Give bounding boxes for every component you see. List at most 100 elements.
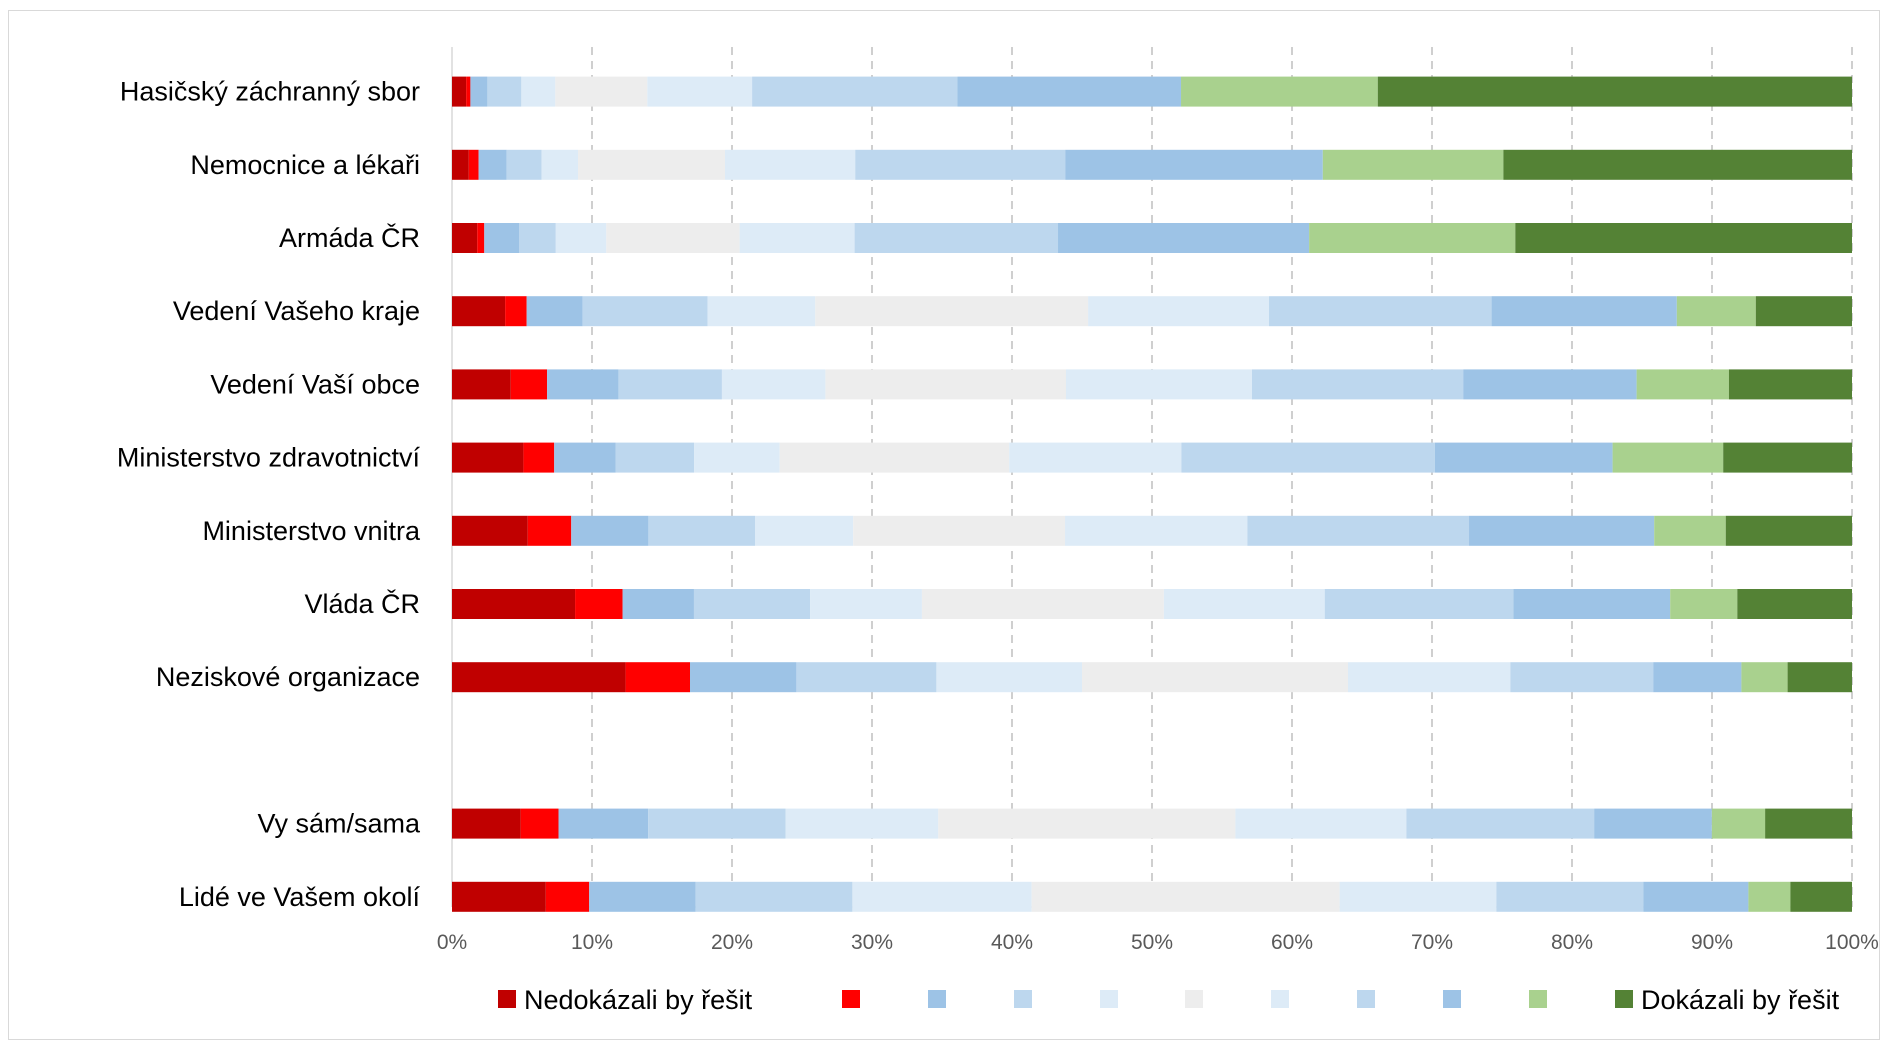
- category-label: Vláda ČR: [304, 588, 420, 619]
- bar-segment: [854, 223, 1059, 253]
- bar-segment: [1725, 515, 1852, 546]
- x-tick-label: 100%: [1825, 931, 1879, 954]
- legend-swatch: [842, 990, 860, 1008]
- bar-segment: [468, 149, 479, 180]
- bar-segment: [521, 76, 556, 107]
- bar-segment: [815, 296, 1089, 327]
- bar-segment: [452, 515, 528, 546]
- category-label: Lidé ve Vašem okolí: [179, 882, 421, 912]
- bar-segment: [1737, 589, 1852, 619]
- bar-segment: [721, 369, 826, 400]
- bar-segment: [1741, 662, 1788, 693]
- legend-swatch: [1100, 990, 1118, 1008]
- x-tick-label: 20%: [711, 931, 753, 954]
- bar-segment: [1515, 223, 1852, 253]
- bar-segment: [452, 442, 524, 473]
- bar-segment: [1612, 442, 1724, 473]
- bar-segment: [1594, 808, 1712, 839]
- bar-segment: [523, 442, 555, 473]
- bar-segment: [752, 76, 958, 107]
- bar-segment: [452, 149, 469, 180]
- bar-segment: [855, 149, 1066, 180]
- bar-segment: [1790, 881, 1852, 912]
- category-label: Nemocnice a lékaři: [190, 150, 420, 180]
- category-label: Vedení Vašeho kraje: [173, 296, 420, 326]
- bar-segment: [1252, 369, 1464, 400]
- bar-segment: [1065, 515, 1248, 546]
- bar-segment: [1377, 76, 1852, 107]
- bar-segment: [571, 515, 649, 546]
- legend-label: Dokázali by řešit: [1641, 985, 1840, 1015]
- category-labels: Hasičský záchranný sbor Nemocnice a lékař…: [117, 77, 421, 912]
- legend: Nedokázali by řešit Dokázali by řešit: [498, 985, 1840, 1015]
- bar-segment: [615, 442, 695, 473]
- bar-segment: [1765, 808, 1852, 839]
- x-tick-label: 10%: [571, 931, 613, 954]
- bar-segment: [694, 442, 780, 473]
- bar-segment: [1463, 369, 1637, 400]
- bar-segment: [1058, 223, 1310, 253]
- bar-segment: [1643, 881, 1749, 912]
- bar-segment: [519, 223, 556, 253]
- bar-segment: [527, 515, 572, 546]
- bar-segment: [452, 369, 511, 400]
- bar-segment: [1348, 662, 1511, 693]
- bar-segment: [1065, 369, 1252, 400]
- bar-segment: [487, 76, 522, 107]
- bar-segment: [1755, 296, 1852, 327]
- legend-swatch: [498, 990, 516, 1008]
- bar-segment: [796, 662, 937, 693]
- x-tick-label: 60%: [1271, 931, 1313, 954]
- category-label: Neziskové organizace: [156, 662, 420, 692]
- bar-segment: [1009, 442, 1182, 473]
- bar-segment: [1065, 149, 1323, 180]
- bar-segment: [1181, 76, 1378, 107]
- category-label: Vedení Vaší obce: [210, 369, 420, 399]
- bar-segment: [1676, 296, 1756, 327]
- bar-segment: [1434, 442, 1613, 473]
- bar-segment: [1653, 662, 1742, 693]
- bar-segment: [510, 369, 548, 400]
- bar-segment: [1654, 515, 1726, 546]
- bar-segment: [470, 76, 488, 107]
- bar-segment: [1636, 369, 1729, 400]
- x-tick-label: 0%: [437, 931, 467, 954]
- bar-segment: [554, 442, 616, 473]
- category-label: Hasičský záchranný sbor: [120, 77, 420, 107]
- bar-segment: [1088, 296, 1270, 327]
- bar-segment: [779, 442, 1010, 473]
- legend-swatch: [1529, 990, 1547, 1008]
- bar-segment: [1339, 881, 1497, 912]
- bar-segment: [452, 296, 506, 327]
- bar-segment: [452, 808, 521, 839]
- bar-segment: [1469, 515, 1655, 546]
- bar-segment: [739, 223, 855, 253]
- bar-segment: [695, 881, 853, 912]
- bar-segment: [505, 296, 527, 327]
- bar-segment: [452, 223, 478, 253]
- bar-segment: [690, 662, 797, 693]
- bar-segment: [452, 589, 576, 619]
- bar-segment: [1309, 223, 1516, 253]
- bar-segment: [1748, 881, 1791, 912]
- bar-segment: [957, 76, 1182, 107]
- bar-segment: [555, 223, 607, 253]
- bar-segment: [466, 76, 471, 107]
- bar-segment: [547, 369, 619, 400]
- bar-segment: [606, 223, 740, 253]
- bar-segment: [1324, 589, 1514, 619]
- bar-segment: [1503, 149, 1852, 180]
- bar-segment: [541, 149, 578, 180]
- bar-segment: [1787, 662, 1852, 693]
- bar-segment: [478, 149, 507, 180]
- bar-segment: [921, 589, 1164, 619]
- bar-segment: [810, 589, 922, 619]
- category-label: Ministerstvo vnitra: [202, 516, 421, 546]
- bar-segment: [452, 662, 626, 693]
- bar-segment: [1247, 515, 1470, 546]
- bar-segment: [1163, 589, 1325, 619]
- legend-swatch: [1014, 990, 1032, 1008]
- bar-segment: [1723, 442, 1852, 473]
- bar-segment: [825, 369, 1066, 400]
